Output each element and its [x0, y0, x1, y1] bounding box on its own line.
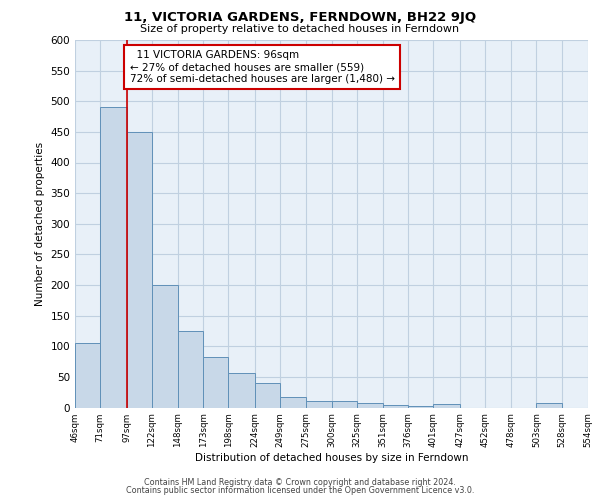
Bar	[383, 405, 408, 407]
Bar	[408, 406, 433, 408]
Y-axis label: Number of detached properties: Number of detached properties	[35, 142, 45, 306]
Bar	[255, 383, 280, 407]
Text: 11, VICTORIA GARDENS, FERNDOWN, BH22 9JQ: 11, VICTORIA GARDENS, FERNDOWN, BH22 9JQ	[124, 11, 476, 24]
Bar	[357, 402, 383, 407]
Bar	[100, 108, 127, 408]
Bar	[280, 397, 306, 407]
Bar	[152, 285, 178, 408]
Bar	[229, 372, 255, 408]
Text: Size of property relative to detached houses in Ferndown: Size of property relative to detached ho…	[140, 24, 460, 34]
Text: 11 VICTORIA GARDENS: 96sqm
← 27% of detached houses are smaller (559)
72% of sem: 11 VICTORIA GARDENS: 96sqm ← 27% of deta…	[130, 50, 395, 84]
X-axis label: Distribution of detached houses by size in Ferndown: Distribution of detached houses by size …	[195, 453, 468, 463]
Text: Contains HM Land Registry data © Crown copyright and database right 2024.: Contains HM Land Registry data © Crown c…	[144, 478, 456, 487]
Bar	[127, 132, 152, 407]
Bar	[75, 343, 100, 407]
Bar	[306, 401, 331, 407]
Text: Contains public sector information licensed under the Open Government Licence v3: Contains public sector information licen…	[126, 486, 474, 495]
Bar	[433, 404, 460, 407]
Bar	[331, 401, 357, 407]
Bar	[203, 358, 229, 408]
Bar	[178, 331, 203, 407]
Bar	[536, 403, 562, 407]
